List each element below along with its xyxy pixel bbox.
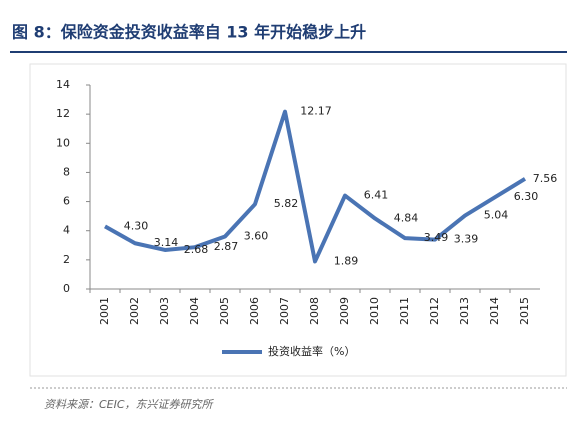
legend-label: 投资收益率（%） [268, 344, 355, 358]
y-tick-label: 10 [56, 136, 70, 149]
value-label: 5.82 [274, 197, 299, 210]
x-tick-label: 2006 [248, 297, 261, 325]
value-label: 12.17 [300, 105, 332, 118]
x-tick-label: 2003 [158, 297, 171, 325]
chart-frame [29, 63, 567, 377]
x-tick-label: 2007 [278, 297, 291, 325]
source: 资料来源：CEIC，东兴证券研究所 [44, 398, 215, 411]
x-tick-label: 2005 [218, 297, 231, 325]
value-label: 2.68 [184, 243, 209, 256]
x-tick-label: 2009 [338, 297, 351, 325]
x-tick-label: 2004 [188, 297, 201, 325]
y-tick-label: 14 [56, 78, 70, 91]
y-tick-label: 0 [63, 282, 70, 295]
x-tick-label: 2015 [518, 297, 531, 325]
x-tick-label: 2002 [128, 297, 141, 325]
x-tick-label: 2014 [488, 297, 501, 325]
value-label: 3.14 [154, 236, 179, 249]
line [104, 109, 527, 264]
value-label: 7.56 [533, 172, 558, 185]
x-tick-label: 2011 [398, 297, 411, 325]
value-label: 3.49 [424, 231, 449, 244]
value-label: 2.87 [214, 240, 239, 253]
value-label: 4.84 [394, 211, 419, 224]
value-label: 3.39 [454, 233, 479, 246]
value-label: 5.04 [484, 209, 509, 222]
y-tick-label: 6 [63, 195, 70, 208]
x-tick-label: 2008 [308, 297, 321, 325]
y-tick-label: 8 [63, 165, 70, 178]
x-tick-label: 2010 [368, 297, 381, 325]
x-tick-label: 2001 [98, 297, 111, 325]
y-tick-label: 4 [63, 224, 70, 237]
x-tick-label: 2012 [428, 297, 441, 325]
value-label: 4.30 [124, 219, 149, 232]
value-label: 6.30 [514, 190, 539, 203]
y-tick-label: 12 [56, 107, 70, 120]
value-label: 3.60 [244, 230, 269, 243]
y-tick-label: 2 [63, 253, 70, 266]
value-label: 1.89 [334, 254, 359, 267]
chart-title: 图 8：保险资金投资收益率自 13 年开始稳步上升 [12, 23, 366, 42]
x-tick-label: 2013 [458, 297, 471, 325]
value-label: 6.41 [364, 189, 389, 202]
